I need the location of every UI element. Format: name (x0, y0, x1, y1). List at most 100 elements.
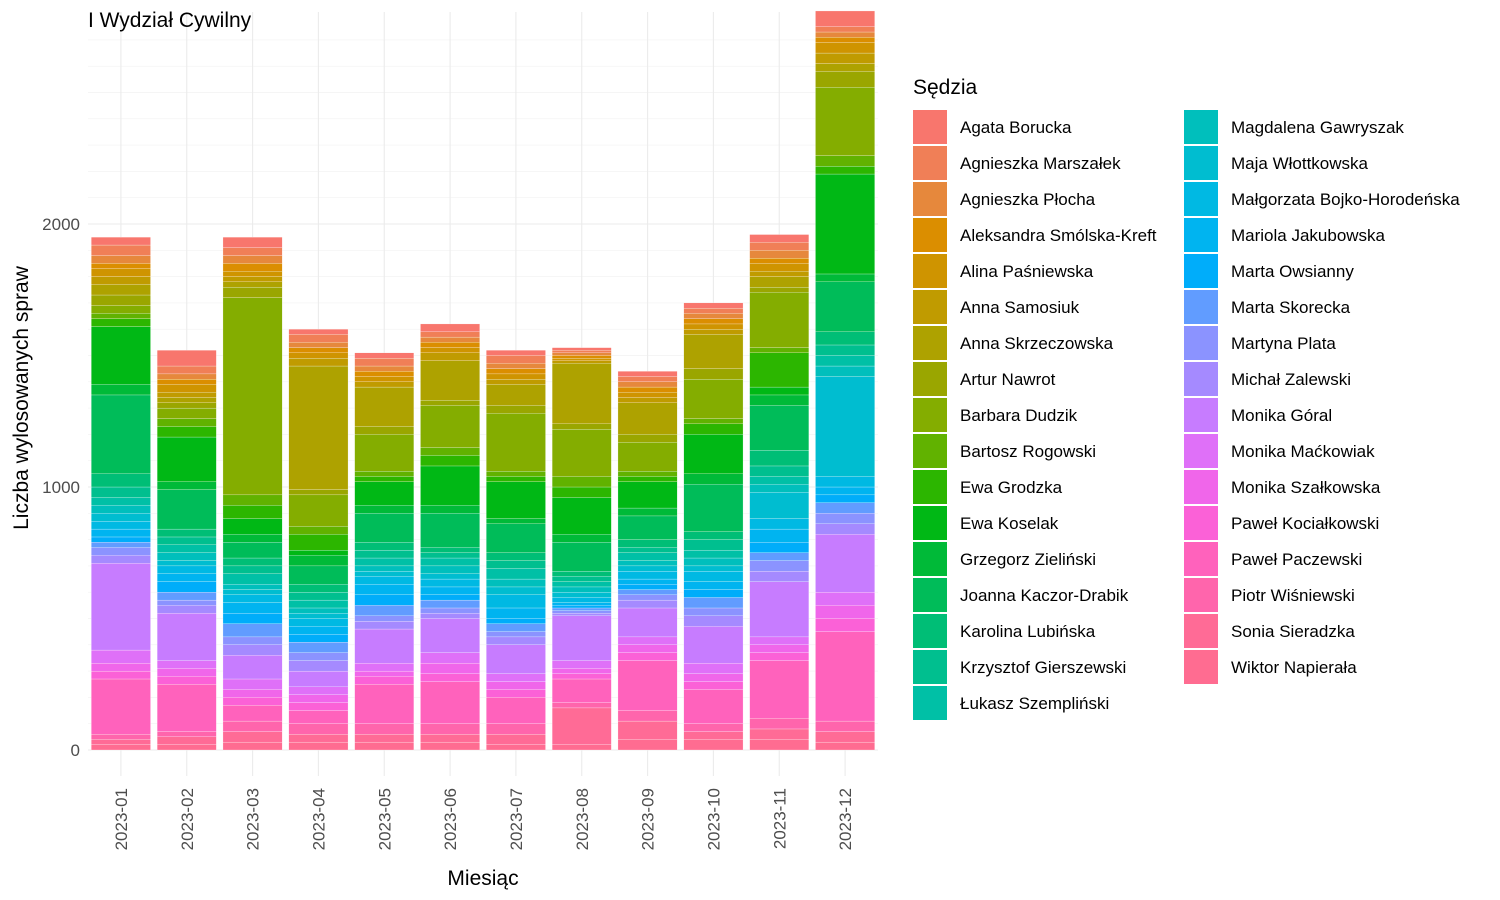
legend-swatch (913, 470, 947, 504)
bar-segment (420, 323, 480, 332)
legend-label: Piotr Wiśniewski (1231, 586, 1355, 605)
bar-segment (749, 739, 809, 751)
bar-segment (354, 663, 414, 672)
bar-segment (288, 489, 349, 496)
legend-label: Martyna Plata (1231, 334, 1336, 353)
bar-segment (354, 549, 414, 559)
bar-segment (552, 592, 612, 598)
bar-segment (420, 573, 480, 580)
bar-segment (354, 605, 414, 616)
legend-label: Paweł Kociałkowski (1231, 514, 1379, 533)
bar-segment (815, 331, 875, 346)
bar-segment (749, 352, 809, 388)
bar-segment (486, 413, 546, 472)
bar-segment (157, 744, 217, 751)
bar-segment (552, 581, 612, 588)
bar-segment (354, 741, 414, 751)
bar-segment (552, 586, 612, 593)
bar-segment (815, 605, 875, 619)
bar-segment (486, 560, 546, 569)
bar-segment (486, 355, 546, 364)
bar-segment (157, 350, 217, 367)
bar-segment (749, 263, 809, 272)
bar-segment (288, 592, 349, 601)
bar-segment (91, 670, 151, 680)
legend-swatch (913, 434, 947, 468)
y-tick-label: 1000 (42, 478, 80, 497)
bar-segment (157, 676, 217, 685)
bar-segment (486, 363, 546, 369)
bar-segment (91, 394, 151, 474)
bar-segment (815, 42, 875, 54)
bar-segment (815, 355, 875, 367)
legend-swatch (913, 146, 947, 180)
bar-segment (683, 434, 744, 474)
bar-segment (749, 276, 809, 288)
legend-swatch (913, 686, 947, 720)
bar-segment (157, 392, 217, 398)
bar-segment (683, 626, 744, 664)
bar-segment (486, 644, 546, 674)
bar-segment (420, 557, 480, 567)
bar-segment (91, 284, 151, 296)
x-tick-label: 2023-12 (836, 788, 855, 850)
bar-segment (222, 518, 283, 535)
legend-swatch (1184, 506, 1218, 540)
legend-swatch (913, 182, 947, 216)
bar-segment (815, 71, 875, 88)
bar-segment (420, 565, 480, 574)
bar-segment (683, 418, 744, 425)
bar-segment (420, 673, 480, 682)
bar-segment (815, 63, 875, 72)
bar-segment (815, 52, 875, 64)
bar-segment (91, 384, 151, 396)
bar-segment (91, 678, 151, 735)
bar-segment (420, 741, 480, 751)
legend-swatch (1184, 362, 1218, 396)
bar-segment (288, 723, 349, 735)
bar-segment (288, 584, 349, 593)
bar-segment (552, 360, 612, 364)
bar-segment (815, 494, 875, 503)
bar-segment (486, 471, 546, 477)
x-tick-label: 2023-06 (441, 788, 460, 850)
bar-segment (222, 689, 283, 698)
bar-segment (91, 268, 151, 277)
bar-segment (91, 276, 151, 285)
legend-swatch (1184, 542, 1218, 576)
bar-segment (157, 613, 217, 661)
bar-segment (486, 697, 546, 724)
bar-segment (91, 521, 151, 530)
bar-segment (222, 623, 283, 638)
bar-segment (815, 731, 875, 743)
bar-segment (157, 592, 217, 601)
bar-segment (815, 155, 875, 167)
bar-segment (420, 594, 480, 601)
bar-segment (815, 365, 875, 377)
bar-segment (617, 652, 678, 661)
bar-segment (552, 350, 612, 353)
bar-segment (222, 731, 283, 743)
bar-segment (420, 513, 480, 548)
bar-segment (420, 552, 480, 559)
bar-segment (749, 347, 809, 353)
bar-segment (749, 518, 809, 530)
bar-segment (288, 642, 349, 653)
bar-segment (222, 505, 283, 519)
bar-segment (288, 329, 349, 335)
legend-label: Marta Owsianny (1231, 262, 1354, 281)
bar-segment (552, 576, 612, 582)
bar-segment (420, 723, 480, 735)
bar-segment (420, 618, 480, 653)
bar-segment (157, 599, 217, 606)
bar-segment (815, 281, 875, 332)
bar-segment (486, 568, 546, 580)
bar-segment (683, 597, 744, 609)
bar-segment (749, 386, 809, 396)
bar-segment (157, 736, 217, 745)
bar-segment (354, 386, 414, 427)
bar-segment (749, 560, 809, 572)
bar-segment (617, 589, 678, 595)
legend-swatch (913, 362, 947, 396)
bar-segment (288, 365, 349, 490)
